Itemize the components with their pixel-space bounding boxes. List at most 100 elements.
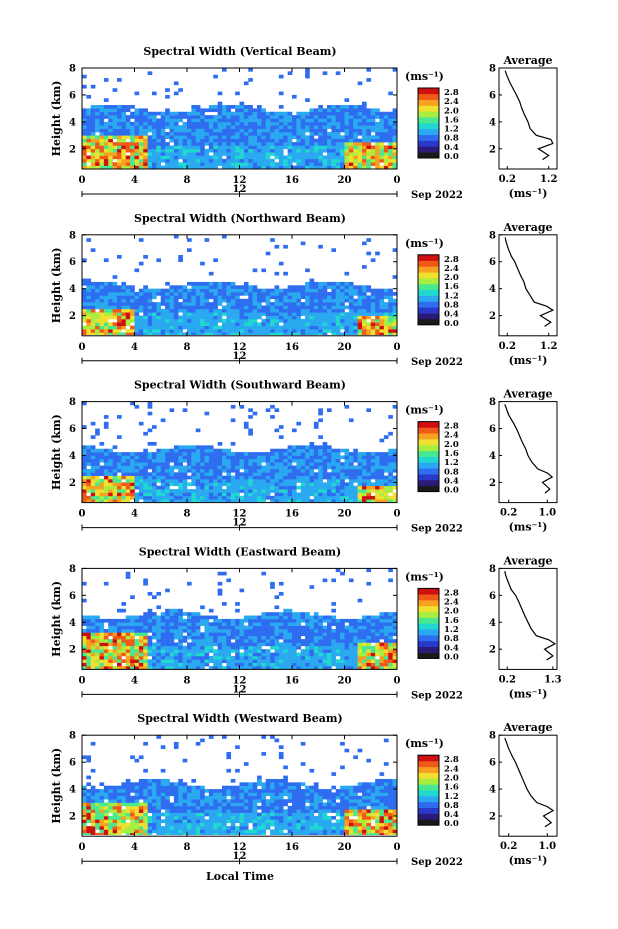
heatmap-cell [257,125,262,129]
heatmap-cell [217,118,223,123]
heatmap-cell [191,329,197,333]
heatmap-cell [261,632,267,637]
heatmap-cell [340,655,345,660]
heatmap-cell [204,165,210,169]
heatmap-cell [112,118,118,123]
heatmap-cell [340,281,345,286]
heatmap-cell [147,135,153,139]
heatmap-cell [143,155,148,160]
heatmap-cell [239,642,245,647]
heatmap-cell [90,482,96,487]
heatmap-cell [392,68,397,72]
heatmap-cell [152,115,157,119]
heatmap-cell [344,298,350,303]
heatmap-cell [283,482,288,487]
heatmap-cell [331,479,337,483]
heatmap-cell [90,639,96,643]
heatmap-cell [187,458,192,463]
heatmap-cell [388,329,393,333]
heatmap-cell [370,302,376,306]
heatmap-cell [313,652,319,657]
heatmap-cell [143,305,148,310]
heatmap-cell [117,111,122,116]
heatmap-cell [222,162,227,166]
heatmap-cell [130,472,135,476]
heatmap-cell [147,148,153,153]
heatmap-cell [265,152,271,156]
heatmap-cell [353,472,358,476]
heatmap-cell [340,118,345,123]
heatmap-cell [173,312,179,316]
heatmap-cell [243,649,249,653]
heatmap-cell [274,655,280,660]
heatmap-cell [348,148,354,153]
heatmap-cell [86,622,92,626]
heatmap-cell [187,295,192,300]
heatmap-cell [248,415,253,419]
heatmap-cell [278,295,284,300]
heatmap-cell [217,659,223,663]
heatmap-cell [208,666,214,669]
heatmap-cell [182,408,188,412]
heatmap-cell [195,445,201,450]
heatmap-cell [292,632,297,637]
heatmap-cell [86,655,92,660]
heatmap-cell [357,662,363,667]
heatmap-cell [217,635,223,640]
heatmap-cell [335,325,341,330]
y-tick-label: 4 [69,117,76,128]
heatmap-cell [191,105,197,109]
heatmap-cell [82,111,87,116]
heatmap-cell [86,452,92,456]
heatmap-cell [204,635,210,640]
heatmap-cell [379,492,385,497]
heatmap-cell [222,639,227,643]
heatmap-cell [287,128,293,133]
heatmap-cell [283,632,288,637]
heatmap-cell [121,285,127,289]
heatmap-cell [383,455,389,460]
heatmap-cell [357,499,363,502]
heatmap-cell [82,325,87,330]
heatmap-cell [353,662,358,667]
heatmap-cell [134,305,140,310]
heatmap-cell [130,332,135,335]
heatmap-cell [257,162,262,166]
heatmap-cell [322,485,328,490]
heatmap-cell [82,492,87,497]
heatmap-cell [340,629,345,633]
heatmap-cell [182,332,188,335]
heatmap-cell [344,148,350,153]
heatmap-cell [173,128,179,133]
heatmap-cell [353,145,358,150]
heatmap-cell [95,622,100,626]
heatmap-cell [235,148,240,153]
heatmap-cell [318,435,323,439]
heatmap-cell [309,128,315,133]
heatmap-cell [357,322,363,326]
heatmap-cell [143,666,148,669]
colorbar-bin [418,128,439,135]
heatmap-cell [195,305,201,310]
heatmap-cell [169,312,175,316]
heatmap-cell [125,465,131,470]
heatmap-cell [213,302,218,306]
heatmap-cell [243,485,249,490]
heatmap-cell [375,138,380,143]
heatmap-cell [90,625,96,630]
profile-x-tick-label: 0.2 [500,508,517,519]
heatmap-cell [217,629,223,633]
heatmap-cell [375,135,380,139]
heatmap-cell [173,615,179,620]
heatmap-cell [217,158,223,163]
heatmap-cell [204,108,210,113]
x-tick-label: 4 [131,509,138,520]
heatmap-cell [235,152,240,156]
heatmap-cell [292,155,297,160]
heatmap-cell [204,329,210,333]
heatmap-cell [112,128,118,133]
heatmap-cell [248,292,253,296]
heatmap-cell [257,472,262,476]
heatmap-cell [204,652,210,657]
heatmap-cell [103,635,109,640]
